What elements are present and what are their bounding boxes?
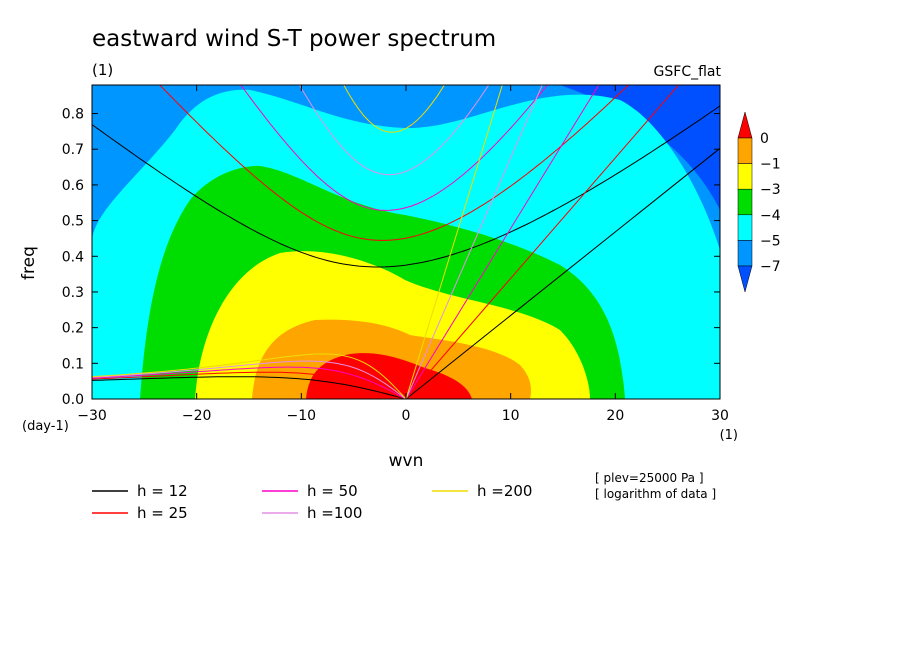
- dispersion-curves: [92, 85, 720, 399]
- x-axis-units: (1): [720, 428, 738, 443]
- colorbar-top-arrow: [737, 111, 753, 139]
- legend-label: h = 25: [137, 504, 188, 522]
- legend-label: h = 12: [137, 482, 188, 500]
- gravity-h200-line: [343, 85, 445, 133]
- y-tick-label: 0.8: [62, 107, 84, 123]
- chart-title: eastward wind S-T power spectrum: [92, 26, 496, 52]
- band-above-0: [306, 353, 472, 399]
- rossby-h200-line: [92, 353, 407, 399]
- y-tick-label: 0.5: [62, 214, 84, 230]
- x-axis: −30 −20 −10 0 10 20 30: [77, 85, 729, 424]
- y-tick-label: 0.3: [62, 285, 84, 301]
- source-label: GSFC_flat: [654, 64, 722, 80]
- colorbar-label: −5: [760, 233, 781, 249]
- rossby-h12-line: [92, 376, 407, 399]
- x-axis-label: wvn: [389, 451, 424, 471]
- kelvin-h200-line: [405, 85, 503, 399]
- colorbar-band: [737, 188, 753, 216]
- legend-label: h = 50: [307, 482, 358, 500]
- colorbar-label: −1: [760, 157, 781, 173]
- colorbar-band: [737, 240, 753, 267]
- annotation-logarithm: [ logarithm of data ]: [595, 487, 716, 501]
- rossby-h100-line: [92, 360, 407, 399]
- title-units: (1): [92, 61, 113, 79]
- kelvin-h100-line: [405, 85, 543, 399]
- colorbar-label: −7: [760, 259, 781, 275]
- rossby-h50-line: [92, 366, 407, 399]
- y-tick-label: 0.1: [62, 356, 84, 372]
- colorbar-band: [737, 137, 753, 164]
- colorbar-bottom-arrow: [737, 265, 753, 293]
- plot-area: [92, 85, 720, 399]
- x-tick-label: 0: [402, 408, 411, 424]
- gravity-h50-line: [240, 85, 548, 211]
- x-tick-label: 20: [606, 408, 624, 424]
- colorbar-label: −4: [760, 208, 781, 224]
- colorbar-label: −3: [760, 182, 781, 198]
- y-tick-label: 0.2: [62, 321, 84, 337]
- legend: h = 12 h = 25 h = 50 h =100 h =200: [92, 482, 532, 522]
- y-axis-label: freq: [19, 246, 39, 280]
- y-axis: 0.0 0.1 0.2 0.3 0.4 0.5 0.6 0.7 0.8: [62, 107, 720, 408]
- annotation-plev: [ plev=25000 Pa ]: [595, 471, 704, 485]
- x-tick-label: −10: [287, 408, 317, 424]
- legend-label: h =200: [477, 482, 532, 500]
- band-below-7: [560, 85, 720, 210]
- kelvin-h12-line: [405, 147, 720, 399]
- y-tick-label: 0.6: [62, 178, 84, 194]
- x-tick-label: 30: [711, 408, 729, 424]
- y-tick-label: 0.7: [62, 142, 84, 158]
- x-tick-label: 10: [502, 408, 520, 424]
- gravity-h100-line: [298, 85, 490, 176]
- colorbar-label: 0: [760, 131, 769, 147]
- y-tick-label: 0.0: [62, 392, 84, 408]
- colorbar-band: [737, 163, 753, 190]
- colorbar-band: [737, 214, 753, 241]
- x-tick-label: −30: [77, 408, 107, 424]
- colorbar: 0 −1 −3 −4 −5 −7: [737, 111, 781, 293]
- gravity-h25-line: [159, 85, 630, 241]
- x-tick-label: −20: [182, 408, 212, 424]
- y-tick-label: 0.4: [62, 249, 84, 265]
- gravity-h12-line: [92, 105, 720, 268]
- kelvin-h50-line: [405, 85, 600, 399]
- legend-label: h =100: [307, 504, 362, 522]
- y-axis-units: (day-1): [22, 419, 69, 434]
- kelvin-h25-line: [405, 85, 680, 399]
- rossby-h25-line: [92, 371, 407, 399]
